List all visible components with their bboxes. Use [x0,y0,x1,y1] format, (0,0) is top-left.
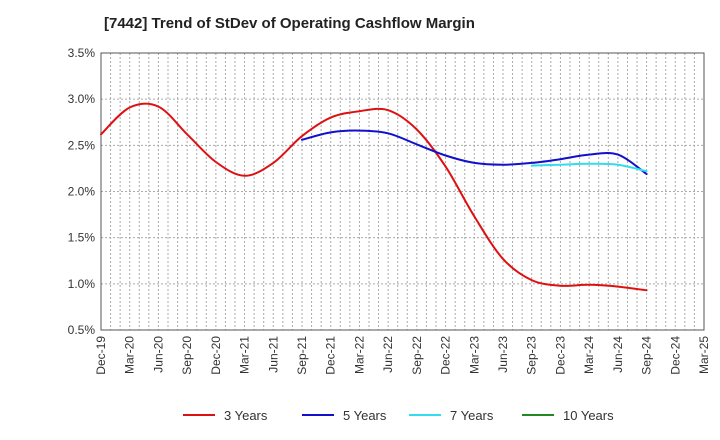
x-tick-label: Jun-22 [381,336,395,373]
chart-title: [7442] Trend of StDev of Operating Cashf… [104,15,475,32]
legend-label-1: 3 Years [224,408,268,423]
x-tick-label: Dec-22 [439,336,453,375]
series-layer [100,102,648,292]
y-tick-label: 2.0% [68,185,96,199]
x-tick-label: Dec-19 [94,336,108,375]
x-tick-label: Dec-24 [668,336,682,375]
x-tick-label: Mar-20 [123,336,137,374]
series-line-1 [100,102,648,292]
x-tick-label: Jun-23 [496,336,510,373]
series-line-3 [530,162,648,173]
legend-label-2: 5 Years [343,408,387,423]
y-tick-label: 3.0% [68,92,96,106]
x-tick-label: Dec-21 [324,336,338,375]
x-tick-label: Dec-20 [209,336,223,375]
y-tick-label: 1.5% [68,231,96,245]
x-tick-label: Jun-20 [151,336,165,373]
legend-layer: 3 Years 5 Years 7 Years 10 Years [183,408,614,423]
x-tick-label: Sep-20 [180,336,194,375]
x-tick-label: Mar-22 [352,336,366,374]
y-tick-label: 1.0% [68,277,96,291]
legend-label-4: 10 Years [563,408,614,423]
series-line-2 [301,129,648,175]
plot-frame [100,52,705,331]
x-tick-label: Mar-24 [582,336,596,374]
x-tick-label: Jun-24 [611,336,625,373]
axis-layer: 0.5% 1.0% 1.5% 2.0% 2.5% 3.0% 3.5% Dec-19 Mar-20… [68,46,711,375]
grid-layer [101,52,704,331]
x-tick-label: Sep-23 [525,336,539,375]
y-tick-label: 3.5% [68,46,96,60]
x-tick-label: Sep-24 [640,336,654,375]
x-tick-label: Dec-23 [553,336,567,375]
y-tick-label: 2.5% [68,138,96,152]
x-tick-label: Sep-22 [410,336,424,375]
x-tick-label: Mar-25 [697,336,711,374]
x-tick-label: Sep-21 [295,336,309,375]
x-tick-label: Mar-23 [467,336,481,374]
legend-label-3: 7 Years [450,408,494,423]
y-tick-label: 0.5% [68,323,96,337]
x-tick-label: Jun-21 [266,336,280,373]
x-tick-label: Mar-21 [238,336,252,374]
